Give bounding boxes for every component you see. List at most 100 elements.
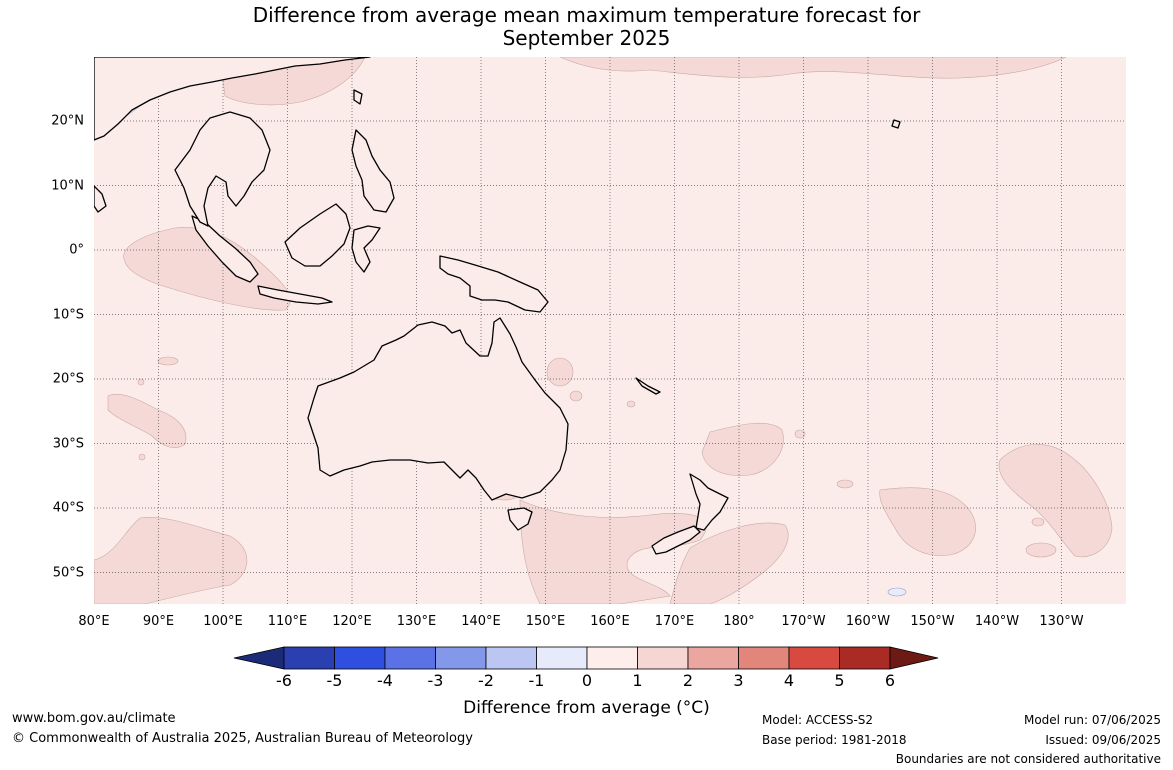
colorbar-segment [839,646,891,670]
colorbar-segment [283,646,335,670]
footer-model: Model: ACCESS-S2 [762,713,874,727]
longitude-label: 80°E [78,614,110,629]
warm-region-small-3 [138,453,146,461]
landmasses [94,57,901,555]
longitude-label: 130°W [1039,614,1084,629]
warm-region-small-1 [157,356,179,366]
longitude-label: 100°E [203,614,243,629]
sulawesi-landmass [351,225,381,273]
colorbar-tick: -5 [326,671,343,690]
latitude-label: 40°S [52,500,84,516]
longitude-label: 120°E [332,614,372,629]
borneo-landmass [284,203,351,267]
longitude-label: 150°W [910,614,955,629]
warm-region-small-10 [1025,542,1057,558]
warm-region-north-pacific [559,57,1067,79]
colorbar-segment [738,646,790,670]
warm-region-small-4 [546,357,574,387]
colorbar-tick: -2 [478,671,494,690]
new-caledonia [635,377,661,395]
colorbar-segment [384,646,436,670]
footer-issued: Issued: 09/06/2025 [1045,733,1161,747]
longitude-label: 90°E [142,614,175,629]
colorbar-segment [687,646,739,670]
warm-region-south-pacific-2 [879,487,976,556]
nz-south-island [651,525,701,555]
colorbar-extend-low [233,646,285,670]
colorbar-segment [334,646,386,670]
colorbar-tick: 6 [884,671,896,690]
colorbar-segment [536,646,588,670]
warm-region-southern-indian [107,393,187,448]
longitude-label: 130°E [396,614,437,629]
footer-base-period: Base period: 1981-2018 [762,733,907,747]
footer-copyright: © Commonwealth of Australia 2025, Austra… [12,731,473,746]
sumatra-landmass [191,215,259,283]
anomaly-regions [94,57,1113,604]
warm-region-equatorial-indian [123,227,291,311]
nz-north-island [689,473,729,531]
colorbar-segment [586,646,638,670]
warm-region-small-7 [794,429,806,439]
colorbar-tick: -4 [377,671,393,690]
warm-region-south-pacific-1 [701,422,784,476]
hawaii [891,119,901,129]
colorbar-tick: 3 [733,671,744,690]
colorbar-tick: 0 [581,671,593,690]
warm-region-small-8 [836,479,854,489]
colorbar-segment [435,646,487,670]
colorbar-tick: -1 [528,671,545,690]
longitude-label: 180° [723,614,755,629]
warm-region-small-2 [137,378,145,386]
title-line-2: September 2025 [502,26,671,50]
colorbar-segment [485,646,537,670]
warm-region-small-9 [1031,517,1045,527]
warm-region-small-5 [569,390,583,402]
colorbar-tick: -6 [276,671,292,690]
longitude-label: 140°W [974,614,1020,629]
indochina-landmass [174,111,271,227]
title-line-1: Difference from average mean maximum tem… [252,3,921,27]
forecast-map [94,57,1126,604]
longitude-label: 160°W [845,614,891,629]
colorbar-segment [788,646,840,670]
latitude-label: 30°S [52,436,84,451]
latitude-label: 50°S [52,565,84,580]
philippines-landmass [351,129,395,213]
australia-landmass [307,317,569,501]
taiwan-landmass [353,89,363,105]
india-tip [94,185,107,213]
colorbar-segment [637,646,689,670]
colorbar-tick: 2 [682,671,694,690]
latitude-label: 10°S [52,307,84,322]
java-landmass [257,285,333,305]
new-guinea-landmass [439,255,549,313]
longitude-label: 110°E [267,614,308,629]
graticule [94,57,1126,604]
warm-region-small-6 [626,400,636,408]
colorbar-tick: -3 [427,671,444,690]
latitude-label: 20°N [51,113,84,129]
colorbar-tick: 4 [783,671,795,690]
warm-region-south-pacific-3 [998,444,1113,558]
latitude-label: 10°N [51,178,84,193]
longitude-label: 140°E [461,614,501,629]
latitude-label: 20°S [52,371,84,387]
map-title: Difference from average mean maximum tem… [0,4,1173,50]
colorbar-tick: 5 [834,671,845,690]
footer-url: www.bom.gov.au/climate [12,711,176,726]
colorbar-title: Difference from average (°C) [463,698,710,718]
longitude-label: 150°E [525,614,566,629]
tasmania-landmass [507,507,533,531]
colorbar-extend-high [889,646,939,670]
longitude-label: 170°W [781,614,826,629]
colorbar-tick: 1 [632,671,643,690]
longitude-label: 160°E [590,614,630,629]
warm-region-south-west [94,517,248,604]
cool-region-small [887,587,907,597]
footer-model-run: Model run: 07/06/2025 [1023,713,1161,727]
asia-mainland [94,57,371,141]
longitude-label: 170°E [654,614,695,629]
latitude-label: 0° [69,242,84,258]
footer-disclaimer: Boundaries are not considered authoritat… [895,752,1161,766]
